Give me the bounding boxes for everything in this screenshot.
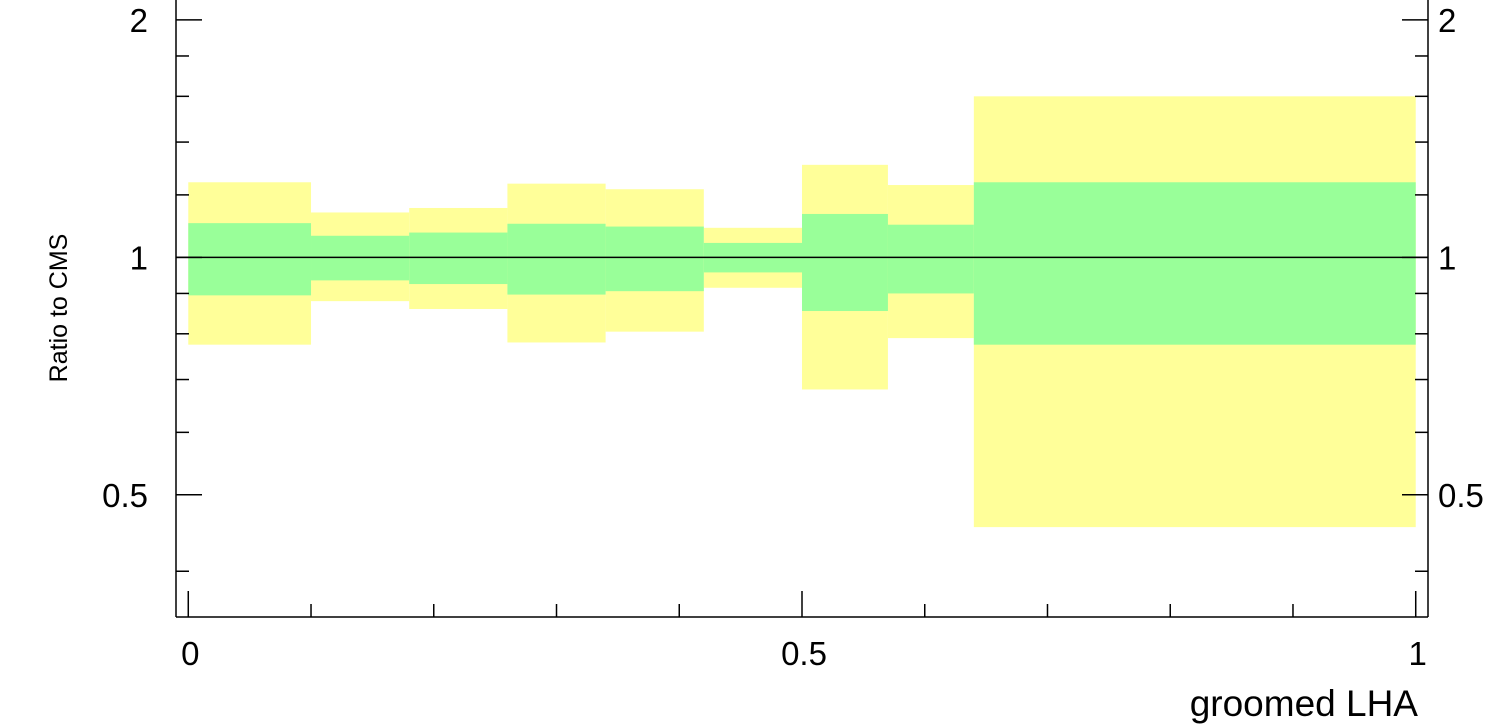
- y-tick-label-right-3: 2: [1438, 2, 1456, 39]
- inner-band-bin-7: [802, 213, 888, 312]
- inner-band-bin-3: [409, 232, 508, 285]
- y-axis-title: Ratio to CMS: [45, 234, 73, 383]
- inner-uncertainty-band: [188, 182, 1416, 345]
- x-axis-ticks: [187, 591, 1417, 617]
- x-tick-label-2: 0.5: [781, 635, 827, 672]
- inner-band-bin-9: [973, 182, 1416, 345]
- y-tick-label-left-2: 1: [130, 239, 148, 276]
- inner-band-bin-4: [507, 223, 606, 295]
- inner-band-bin-5: [605, 226, 704, 292]
- y-tick-label-left-3: 2: [130, 2, 148, 39]
- x-axis-title: groomed LHA: [1190, 683, 1419, 724]
- y-tick-label-right-2: 1: [1438, 239, 1456, 276]
- inner-band-bin-8: [887, 224, 974, 294]
- x-tick-label-3: 1: [1409, 635, 1427, 672]
- inner-band-bin-1: [188, 223, 312, 296]
- y-tick-label-right-1: 0.5: [1438, 477, 1484, 514]
- y-tick-label-left-1: 0.5: [102, 477, 148, 514]
- y-axis-tick-labels: 0.5 0.5 1 1 2 2: [102, 2, 1484, 514]
- x-tick-label-1: 0: [181, 635, 199, 672]
- y-axis-ticks: [176, 19, 1428, 573]
- x-axis-tick-labels: 0 0.5 1: [181, 635, 1427, 672]
